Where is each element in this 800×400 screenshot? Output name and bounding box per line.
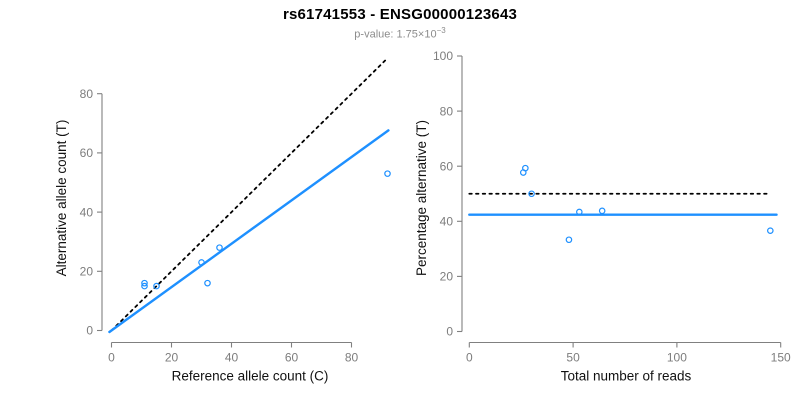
page-title: rs61741553 - ENSG00000123643	[282, 6, 518, 23]
x-tick-label: 20	[165, 351, 179, 365]
x-axis-title: Reference allele count (C)	[172, 369, 329, 384]
y-axis-title: Percentage alternative (T)	[414, 120, 429, 276]
data-point	[141, 282, 148, 290]
p-value-subtitle: p-value: 1.75×10−3	[0, 26, 800, 41]
y-tick-label: 0	[446, 325, 453, 339]
data-point	[767, 227, 774, 234]
y-tick-label: 60	[80, 146, 94, 160]
data-point	[198, 259, 205, 266]
data-point	[153, 282, 160, 290]
y-tick-label: 20	[80, 265, 94, 279]
identity-line	[110, 58, 387, 332]
p-value-text: p-value: 1.75×10	[354, 28, 437, 41]
data-point	[204, 279, 211, 287]
data-point	[528, 190, 535, 198]
data-point	[216, 244, 223, 251]
data-point	[565, 236, 573, 244]
y-tick-label: 80	[440, 104, 454, 118]
data-point	[384, 170, 391, 177]
plot-header: rs61741553 - ENSG00000123643 p-value: 1.…	[0, 6, 800, 41]
x-tick-label: 50	[566, 351, 580, 365]
y-tick-label: 40	[440, 215, 454, 229]
fit-line	[108, 129, 390, 334]
y-tick-label: 80	[80, 87, 94, 101]
y-tick-label: 60	[440, 159, 454, 173]
x-tick-label: 0	[108, 351, 115, 365]
data-point	[598, 207, 606, 215]
data-point	[576, 208, 583, 216]
allele-count-scatter: 0 20 40 60 80 0 20 40 60 80 Reference allele count…	[54, 58, 391, 384]
y-tick-label: 100	[433, 49, 453, 63]
p-value-exponent: −3	[436, 26, 446, 35]
x-tick-label: 0	[466, 351, 473, 365]
x-tick-label: 150	[771, 351, 791, 365]
x-tick-label: 100	[667, 351, 687, 365]
data-point	[141, 279, 148, 287]
y-axis-title: Alternative allele count (T)	[54, 120, 69, 277]
x-tick-label: 80	[345, 351, 359, 365]
x-tick-label: 60	[285, 351, 299, 365]
y-tick-label: 40	[80, 205, 94, 219]
percentage-scatter: 0 20 40 60 80 100 0 50 100 150 Total number of rea…	[414, 49, 791, 383]
x-tick-label: 40	[225, 351, 239, 365]
x-axis-title: Total number of reads	[561, 369, 692, 384]
data-point	[522, 164, 529, 172]
y-tick-label: 0	[86, 324, 93, 338]
y-tick-label: 20	[440, 270, 454, 284]
